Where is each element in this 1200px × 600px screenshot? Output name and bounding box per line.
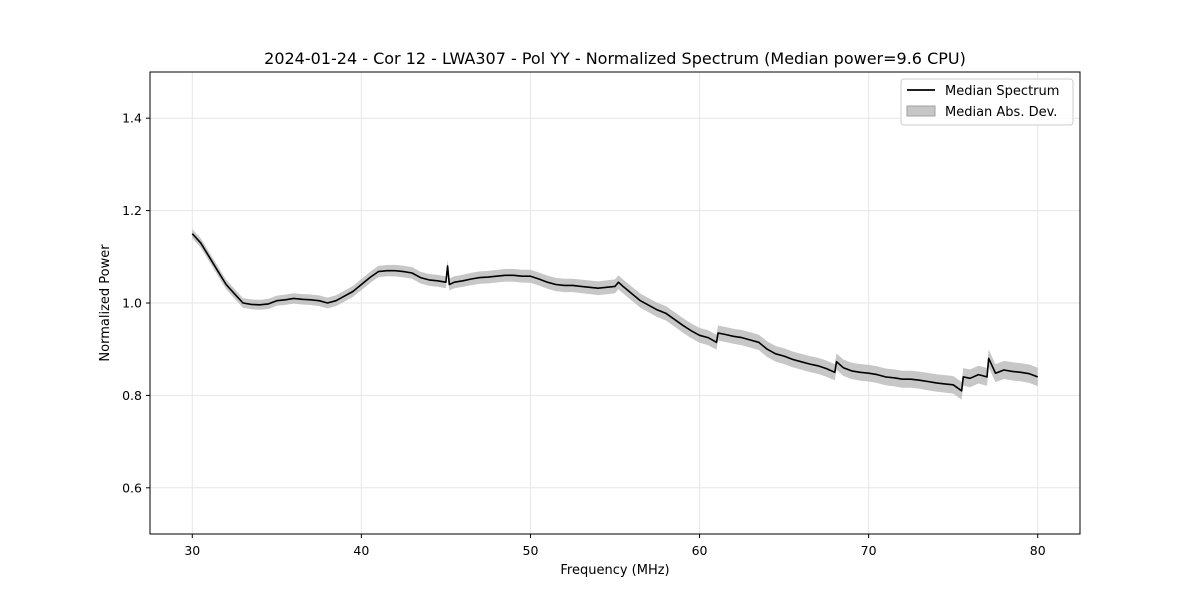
median-spectrum-line xyxy=(191,233,1038,392)
legend-box xyxy=(900,78,1074,126)
x-tick-label: 80 xyxy=(1030,543,1046,558)
y-tick-label: 0.6 xyxy=(122,480,142,495)
y-tick-label: 1.4 xyxy=(122,111,142,126)
axis-ticks: 30 40 50 60 70 80 0.6 0.8 1.0 1.2 1.4 xyxy=(122,111,1046,558)
legend-band-swatch xyxy=(906,105,936,117)
chart-title: 2024-01-24 - Cor 12 - LWA307 - Pol YY - … xyxy=(264,49,966,68)
y-tick-label: 0.8 xyxy=(122,388,142,403)
legend: Median Spectrum Median Abs. Dev. xyxy=(900,78,1074,126)
x-tick-label: 40 xyxy=(353,543,369,558)
y-axis-label: Normalized Power xyxy=(98,244,113,362)
y-tick-label: 1.0 xyxy=(122,296,142,311)
legend-line-label: Median Spectrum xyxy=(945,84,1059,99)
x-tick-label: 60 xyxy=(692,543,708,558)
x-tick-label: 50 xyxy=(523,543,539,558)
mad-band xyxy=(192,229,1038,400)
median-line-layer xyxy=(191,233,1038,392)
x-axis-label: Frequency (MHz) xyxy=(560,563,669,578)
x-tick-label: 70 xyxy=(861,543,877,558)
mad-band-layer xyxy=(192,229,1038,400)
grid-lines xyxy=(150,72,1080,534)
x-tick-label: 30 xyxy=(184,543,200,558)
y-tick-label: 1.2 xyxy=(122,203,142,218)
legend-band-label: Median Abs. Dev. xyxy=(945,105,1057,120)
